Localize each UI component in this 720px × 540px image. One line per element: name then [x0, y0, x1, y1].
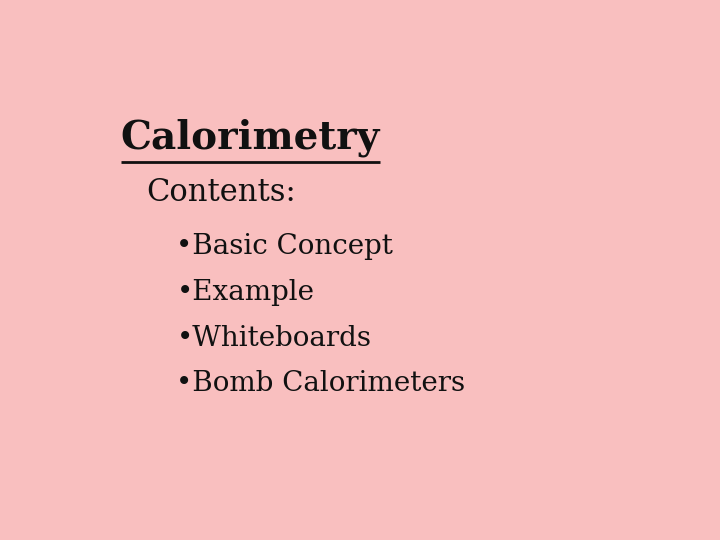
- Text: •Bomb Calorimeters: •Bomb Calorimeters: [176, 370, 466, 397]
- Text: •Whiteboards: •Whiteboards: [176, 325, 372, 352]
- Text: •Example: •Example: [176, 279, 315, 306]
- Text: Calorimetry: Calorimetry: [121, 119, 380, 157]
- Text: •Basic Concept: •Basic Concept: [176, 233, 393, 260]
- Text: Contents:: Contents:: [145, 177, 295, 208]
